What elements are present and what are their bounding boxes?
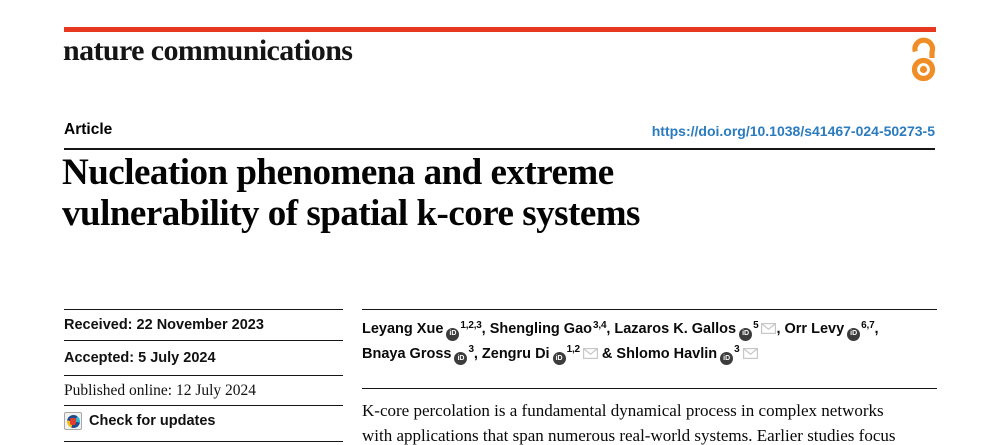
article-title: Nucleation phenomena and extreme vulnera…: [62, 152, 902, 234]
author-name: Shlomo Havlin: [616, 345, 718, 362]
envelope-icon[interactable]: [761, 318, 777, 341]
check-for-updates-label: Check for updates: [89, 413, 216, 429]
author-name: Lazaros K. Gallos: [614, 321, 737, 337]
check-for-updates-badge[interactable]: Check for updates: [64, 412, 216, 430]
published-online-text: Published online: 12 July 2024: [64, 382, 257, 399]
accepted-row: Accepted: 5 July 2024: [64, 340, 343, 375]
affiliation-superscript: 1,2: [566, 344, 581, 355]
author-name: Orr Levy: [784, 321, 845, 337]
orcid-icon[interactable]: iD: [720, 352, 734, 366]
abstract-line-2: with applications that span numerous rea…: [362, 426, 896, 445]
author-list: Leyang Xue iD1,2,3, Shengling Gao3,4, Laz…: [362, 318, 937, 367]
crossmark-icon: [64, 412, 82, 430]
journal-logo[interactable]: nature communications: [63, 34, 353, 67]
author-line: Leyang Xue iD1,2,3, Shengling Gao3,4, Laz…: [362, 318, 937, 343]
journal-brand-bar: [64, 27, 936, 32]
envelope-icon[interactable]: [742, 343, 758, 366]
abstract-block: K-core percolation is a fundamental dyna…: [362, 388, 937, 445]
article-type-label: Article: [64, 121, 113, 138]
orcid-icon[interactable]: iD: [446, 327, 460, 341]
author-separator: ,: [606, 321, 615, 337]
authors-block: Leyang Xue iD1,2,3, Shengling Gao3,4, Laz…: [362, 309, 937, 367]
author-name: Zengru Di: [481, 345, 550, 362]
author-separator: ,: [473, 345, 482, 362]
orcid-icon[interactable]: iD: [739, 327, 753, 341]
received-row: Received: 22 November 2023: [64, 309, 343, 340]
author-separator: ,: [874, 321, 879, 337]
history-panel: Received: 22 November 2023 Accepted: 5 J…: [64, 309, 343, 442]
affiliation-superscript: 1,2,3: [460, 319, 482, 331]
affiliation-superscript: 3,4: [593, 319, 607, 331]
author-name: Shengling Gao: [489, 321, 593, 337]
published-online-row: Published online: 12 July 2024: [64, 375, 343, 405]
doi-link[interactable]: https://doi.org/10.1038/s41467-024-50273…: [651, 123, 935, 139]
affiliation-superscript: 3: [734, 344, 740, 355]
header-rule: [64, 148, 935, 150]
author-name: Bnaya Gross: [362, 345, 452, 362]
envelope-icon[interactable]: [582, 343, 598, 366]
orcid-icon[interactable]: iD: [454, 352, 468, 366]
affiliation-superscript: 5: [753, 319, 759, 331]
author-separator: ,: [776, 321, 785, 337]
orcid-icon[interactable]: iD: [847, 327, 861, 341]
orcid-icon[interactable]: iD: [552, 352, 566, 366]
open-access-icon: [908, 36, 938, 82]
author-separator: &: [597, 345, 617, 362]
author-line: Bnaya Gross iD3, Zengru Di iD1,2 & Shlomo …: [362, 343, 937, 368]
author-name: Leyang Xue: [362, 321, 444, 337]
received-text: Received: 22 November 2023: [64, 317, 264, 333]
title-line-1: Nucleation phenomena and extreme: [62, 152, 614, 193]
check-updates-row: Check for updates: [64, 405, 343, 441]
title-line-2: vulnerability of spatial k-core systems: [62, 193, 640, 234]
affiliation-superscript: 3: [468, 344, 474, 355]
affiliation-superscript: 6,7: [861, 319, 875, 331]
accepted-text: Accepted: 5 July 2024: [64, 350, 216, 366]
author-separator: ,: [481, 321, 490, 337]
abstract-line-1: K-core percolation is a fundamental dyna…: [362, 401, 884, 420]
